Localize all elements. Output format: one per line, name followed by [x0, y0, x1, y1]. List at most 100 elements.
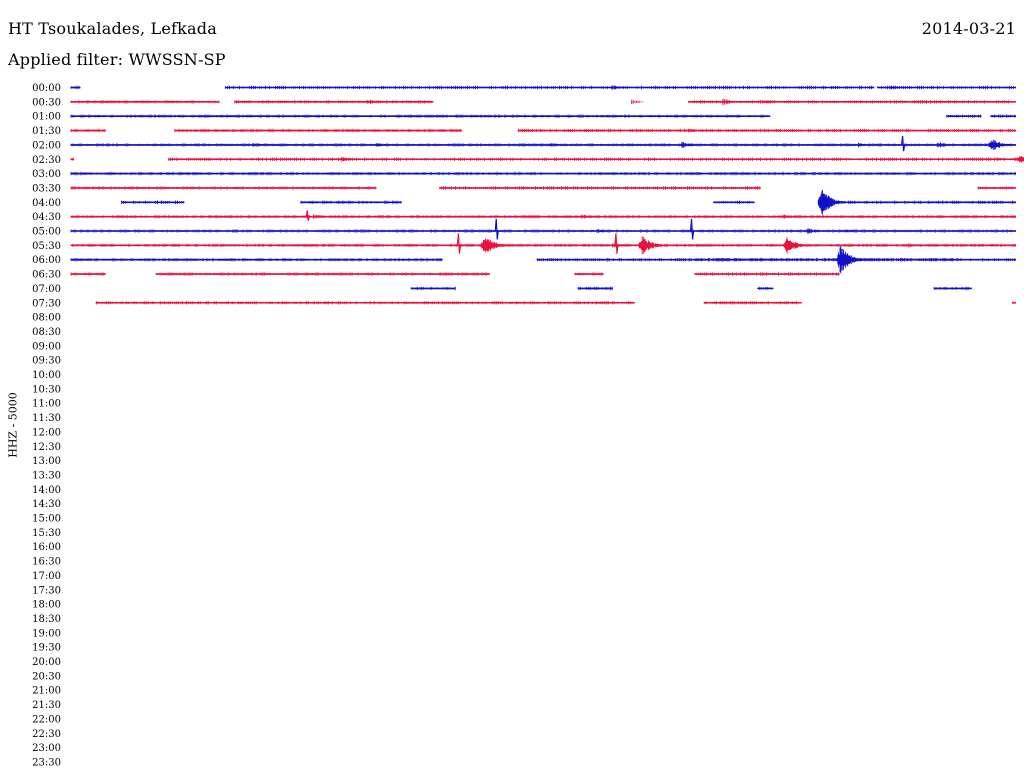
trace-earthquake: [1016, 155, 1024, 163]
trace-noise: [946, 114, 982, 118]
trace-event: [366, 99, 379, 104]
trace-noise: [70, 272, 106, 276]
trace-event: [580, 214, 593, 219]
row-label: 07:00: [32, 284, 61, 295]
row-label: 07:30: [32, 298, 61, 309]
trace-noise: [168, 157, 1016, 161]
row-label: 11:00: [32, 399, 61, 410]
row-label: 18:00: [32, 600, 61, 611]
trace-noise: [224, 85, 874, 90]
trace-event: [845, 229, 858, 233]
trace-noise: [70, 243, 1016, 248]
row-label: 10:30: [32, 384, 61, 395]
row-label: 19:00: [32, 628, 61, 639]
row-label: 05:30: [32, 241, 61, 252]
trace-earthquake: [480, 238, 509, 253]
trace-event: [681, 141, 694, 148]
trace-earthquake: [783, 237, 811, 254]
trace-spike: [494, 218, 499, 240]
row-label: 18:30: [32, 614, 61, 625]
trace-noise: [95, 301, 635, 305]
trace-event: [936, 142, 949, 148]
trace-noise: [155, 272, 489, 276]
trace-noise: [70, 114, 770, 118]
trace-noise: [713, 200, 755, 205]
trace-noise: [439, 186, 760, 190]
trace-event: [596, 229, 609, 233]
row-label: 04:30: [32, 212, 61, 223]
trace-earthquake: [836, 246, 865, 274]
trace-event: [996, 157, 1009, 162]
trace-noise: [410, 286, 456, 291]
trace-event: [687, 128, 701, 133]
row-label: 00:00: [32, 83, 61, 94]
row-label: 23:30: [32, 757, 61, 768]
trace-noise: [1012, 301, 1016, 305]
trace-spike: [456, 233, 462, 254]
filter-label: Applied filter: WWSSN-SP: [8, 50, 226, 69]
trace-event: [782, 214, 795, 219]
row-label: 15:30: [32, 528, 61, 539]
row-label: 12:00: [32, 427, 61, 438]
trace-noise: [577, 286, 613, 291]
row-label: 06:30: [32, 270, 61, 281]
trace-noise: [517, 128, 1015, 133]
trace-spike: [901, 135, 906, 152]
row-label: 17:00: [32, 571, 61, 582]
row-label: 02:30: [32, 155, 61, 166]
trace-event: [612, 85, 625, 90]
trace-noise: [977, 186, 1015, 190]
row-label: 13:00: [32, 456, 61, 467]
trace-earthquake: [987, 139, 1016, 150]
row-label: 22:00: [32, 714, 61, 725]
row-label: 11:30: [32, 413, 61, 424]
trace-event: [631, 99, 644, 104]
row-label: 09:00: [32, 341, 61, 352]
trace-event: [807, 228, 820, 234]
trace-noise: [70, 229, 1016, 233]
trace-noise: [174, 128, 462, 133]
trace-spike: [689, 218, 695, 240]
row-label: 17:30: [32, 585, 61, 596]
trace-noise: [694, 272, 840, 276]
row-label: 16:00: [32, 542, 61, 553]
row-label: 22:30: [32, 729, 61, 740]
trace-noise: [694, 257, 1016, 262]
row-label: 08:30: [32, 327, 61, 338]
trace-noise: [70, 128, 106, 133]
row-label: 13:30: [32, 470, 61, 481]
row-label: 20:30: [32, 671, 61, 682]
station-title: HT Tsoukalades, Lefkada: [8, 19, 217, 38]
trace-noise: [757, 286, 773, 290]
row-label: 14:00: [32, 485, 61, 496]
row-label: 03:30: [32, 183, 61, 194]
row-label: 09:30: [32, 356, 61, 367]
row-label: 05:00: [32, 227, 61, 238]
trace-noise: [70, 257, 442, 262]
trace-noise: [703, 301, 801, 305]
row-label: 08:00: [32, 313, 61, 324]
row-label: 16:30: [32, 557, 61, 568]
trace-event: [549, 143, 562, 147]
trace-noise: [120, 200, 184, 205]
row-label: 14:30: [32, 499, 61, 510]
trace-event: [763, 100, 776, 104]
row-label: 02:00: [32, 140, 61, 151]
trace-noise: [70, 171, 1016, 176]
trace-event: [313, 214, 326, 219]
row-label: 21:30: [32, 700, 61, 711]
trace-noise: [70, 143, 1016, 147]
trace-noise: [933, 286, 971, 291]
row-label: 06:00: [32, 255, 61, 266]
row-label: 20:00: [32, 657, 61, 668]
trace-event: [722, 98, 735, 106]
row-label: 23:00: [32, 743, 61, 754]
row-label: 04:00: [32, 198, 61, 209]
trace-noise: [70, 214, 1016, 219]
trace-event: [253, 143, 266, 147]
trace-noise: [70, 85, 80, 90]
row-label: 19:30: [32, 643, 61, 654]
row-label: 00:30: [32, 97, 61, 108]
trace-event: [376, 143, 389, 147]
